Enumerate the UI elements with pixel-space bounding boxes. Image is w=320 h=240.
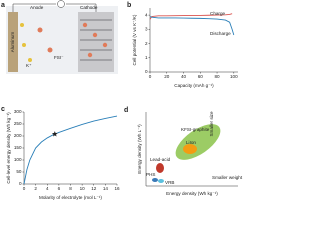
lead-region	[156, 163, 164, 173]
y-tick-label: 2	[145, 41, 148, 46]
y-tick-label: 1	[145, 55, 148, 60]
anode-label: Anode	[30, 5, 44, 10]
annotation: Smaller weight	[212, 175, 243, 180]
ion-label: K⁺	[26, 63, 32, 68]
y-tick-label: 4	[145, 12, 148, 17]
potassium-ions	[20, 23, 32, 62]
kfsi-label: KFSI-graphite	[181, 127, 210, 132]
aluminum-electrode	[8, 12, 18, 72]
x-tick-label: 4	[46, 186, 49, 191]
graphite-cathode	[78, 12, 114, 72]
x-tick-label: 0	[149, 74, 152, 79]
lead-label: Lead-acid	[150, 157, 171, 162]
x-tick-label: 20	[164, 74, 170, 79]
cathode-label: Cathode	[80, 5, 98, 10]
data-line	[23, 115, 118, 185]
data-line	[149, 16, 235, 36]
annotation: Smaller size	[209, 111, 214, 136]
legend-entry: Charge	[210, 11, 226, 16]
phs-label: PHS	[146, 172, 155, 177]
y-tick-label: 0	[145, 69, 148, 74]
y-axis-label: Cell-level energy density (Wh kg⁻¹)	[6, 112, 11, 184]
y-axis-label: Energy density (Wh L⁻¹)	[137, 124, 142, 174]
x-tick-label: 6	[58, 186, 61, 191]
x-tick-label: 12	[91, 186, 97, 191]
x-tick-label: 10	[80, 186, 86, 191]
y-tick-label: 3	[145, 27, 148, 32]
wire	[12, 3, 56, 12]
data-line	[149, 13, 233, 20]
anion-spheres	[37, 22, 108, 58]
x-tick-label: 16	[114, 186, 120, 191]
electrode-label: Aluminum	[10, 32, 15, 53]
x-axis-label: Capacity (mAh g⁻¹)	[174, 83, 214, 88]
kfsi-region	[175, 124, 221, 160]
x-tick-label: 80	[214, 74, 220, 79]
y-tick-label: 250	[14, 121, 22, 126]
x-tick-label: 14	[103, 186, 109, 191]
panel-letter: b	[127, 2, 131, 9]
anion-label: FSI⁻	[54, 55, 64, 60]
x-tick-label: 0	[23, 186, 26, 191]
x-tick-label: 60	[198, 74, 204, 79]
x-axis-label: Energy density (Wh kg⁻¹)	[166, 191, 218, 196]
x-tick-label: 100	[230, 74, 238, 79]
vrb-region	[158, 179, 164, 183]
y-tick-label: 50	[16, 169, 22, 174]
y-axis-label: Cell potential (V vs K⁺/K)	[132, 14, 137, 65]
x-tick-label: 8	[69, 186, 72, 191]
panel-letter: d	[124, 107, 128, 114]
panel-letter: c	[1, 106, 5, 113]
phs-region	[152, 178, 158, 182]
liion-label: LiIon	[186, 140, 196, 145]
meter	[57, 0, 65, 8]
x-tick-label: 2	[34, 186, 37, 191]
figure: a Anode Cathode Aluminum K⁺ FSI⁻ d KFSI-…	[1, 0, 243, 200]
liion-region	[183, 144, 197, 154]
y-tick-label: 150	[14, 145, 22, 150]
vrb-label: VRB	[165, 180, 174, 185]
panel-letter: a	[1, 2, 5, 9]
legend-entry: Discharge	[210, 31, 231, 36]
wire	[66, 3, 97, 12]
x-tick-label: 40	[181, 74, 187, 79]
y-tick-label: 0	[19, 181, 22, 186]
y-tick-label: 100	[14, 157, 22, 162]
graphite-layers	[80, 19, 112, 61]
y-tick-label: 200	[14, 133, 22, 138]
star-marker	[51, 131, 58, 137]
y-tick-label: 300	[14, 109, 22, 114]
panel-a: a Anode Cathode Aluminum K⁺ FSI⁻	[1, 0, 118, 74]
panel-d: d KFSI-graphite LiIon Lead-acid PHS VRB …	[124, 107, 243, 196]
x-axis-label: Molarity of electrolyte (mol L⁻¹)	[39, 195, 102, 200]
